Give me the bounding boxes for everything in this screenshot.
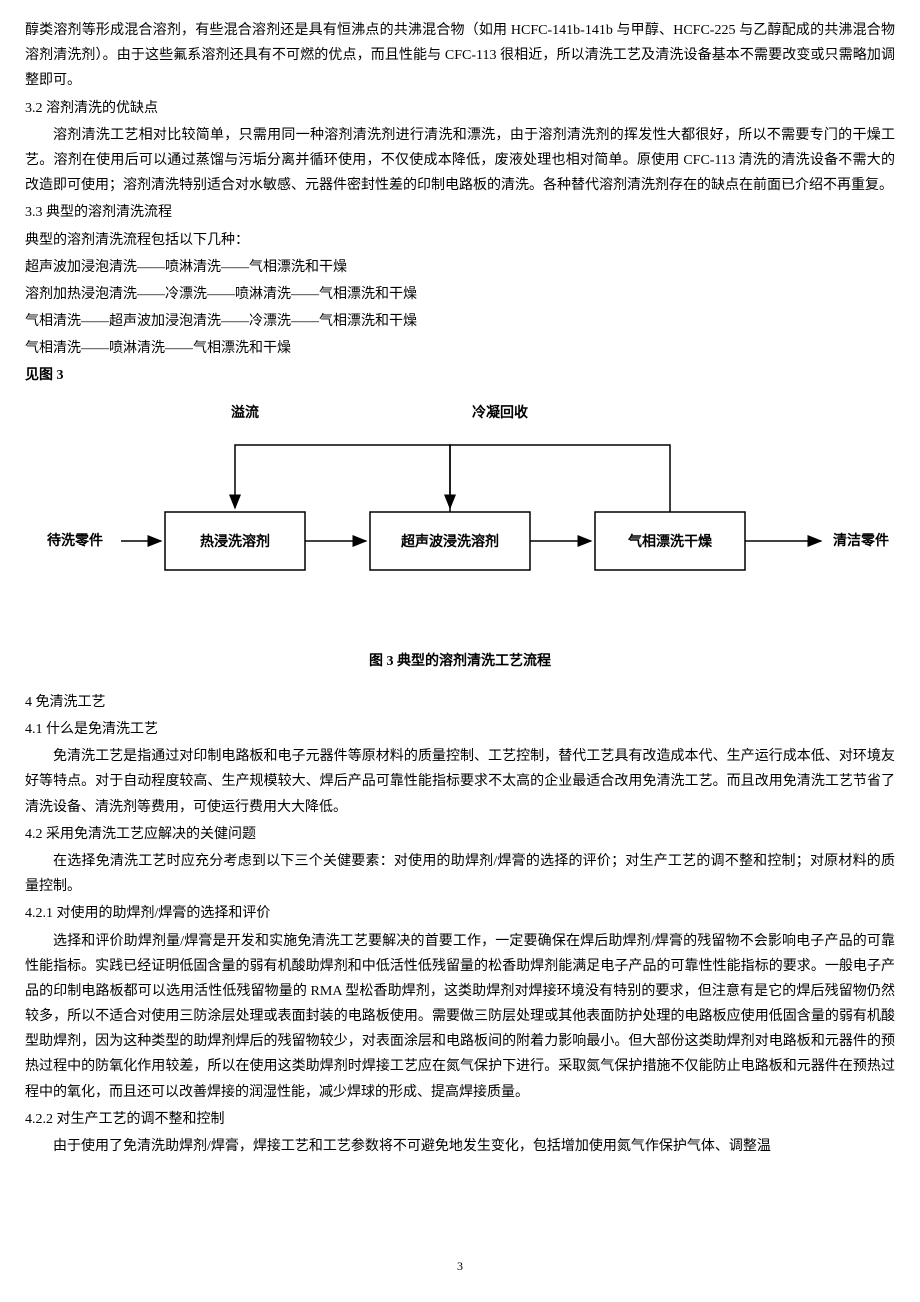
figure-3-diagram: 热浸洗溶剂 超声波浸洗溶剂 气相漂洗干燥 待洗零件 清洁零件 溢流 冷凝回收 [25, 397, 895, 637]
box-vapor-dry-label: 气相漂洗干燥 [627, 533, 713, 550]
flowchart-svg: 热浸洗溶剂 超声波浸洗溶剂 气相漂洗干燥 待洗零件 清洁零件 溢流 冷凝回收 [25, 397, 895, 637]
label-parts-in: 待洗零件 [47, 532, 103, 549]
flow-line-4: 气相清洗——喷淋清洗——气相漂洗和干燥 [25, 336, 895, 361]
box-hot-soak-label: 热浸洗溶剂 [200, 533, 270, 550]
label-condense: 冷凝回收 [472, 404, 529, 421]
heading-3-3: 3.3 典型的溶剂清洗流程 [25, 200, 895, 225]
figure-3-caption: 图 3 典型的溶剂清洗工艺流程 [25, 649, 895, 674]
paragraph-4-1: 免清洗工艺是指通过对印制电路板和电子元器件等原材料的质量控制、工艺控制，替代工艺… [25, 744, 895, 820]
paragraph-3-2: 溶剂清洗工艺相对比较简单，只需用同一种溶剂清洗剂进行清洗和漂洗，由于溶剂清洗剂的… [25, 123, 895, 199]
paragraph-continued: 醇类溶剂等形成混合溶剂，有些混合溶剂还是具有恒沸点的共沸混合物（如用 HCFC-… [25, 18, 895, 94]
paragraph-4-2: 在选择免清洗工艺时应充分考虑到以下三个关健要素：对使用的助焊剂/焊膏的选择的评价… [25, 849, 895, 899]
paragraph-4-2-1: 选择和评价助焊剂量/焊膏是开发和实施免清洗工艺要解决的首要工作，一定要确保在焊后… [25, 929, 895, 1105]
page-number: 3 [0, 1256, 920, 1278]
heading-3-2: 3.2 溶剂清洗的优缺点 [25, 96, 895, 121]
loop-condense [450, 445, 670, 512]
label-overflow: 溢流 [231, 404, 259, 421]
loop-overflow [235, 445, 450, 512]
heading-4: 4 免清洗工艺 [25, 690, 895, 715]
flow-line-1: 超声波加浸泡清洗——喷淋清洗——气相漂洗和干燥 [25, 255, 895, 280]
heading-4-2: 4.2 采用免清洗工艺应解决的关健问题 [25, 822, 895, 847]
heading-4-1: 4.1 什么是免清洗工艺 [25, 717, 895, 742]
heading-4-2-2: 4.2.2 对生产工艺的调不整和控制 [25, 1107, 895, 1132]
label-parts-out: 清洁零件 [833, 532, 889, 549]
box-ultrasonic-label: 超声波浸洗溶剂 [400, 533, 499, 550]
flow-line-2: 溶剂加热浸泡清洗——冷漂洗——喷淋清洗——气相漂洗和干燥 [25, 282, 895, 307]
figure-ref: 见图 3 [25, 363, 895, 388]
paragraph-3-3-intro: 典型的溶剂清洗流程包括以下几种： [25, 228, 895, 253]
paragraph-4-2-2: 由于使用了免清洗助焊剂/焊膏，焊接工艺和工艺参数将不可避免地发生变化，包括增加使… [25, 1134, 895, 1159]
heading-4-2-1: 4.2.1 对使用的助焊剂/焊膏的选择和评价 [25, 901, 895, 926]
flow-line-3: 气相清洗——超声波加浸泡清洗——冷漂洗——气相漂洗和干燥 [25, 309, 895, 334]
